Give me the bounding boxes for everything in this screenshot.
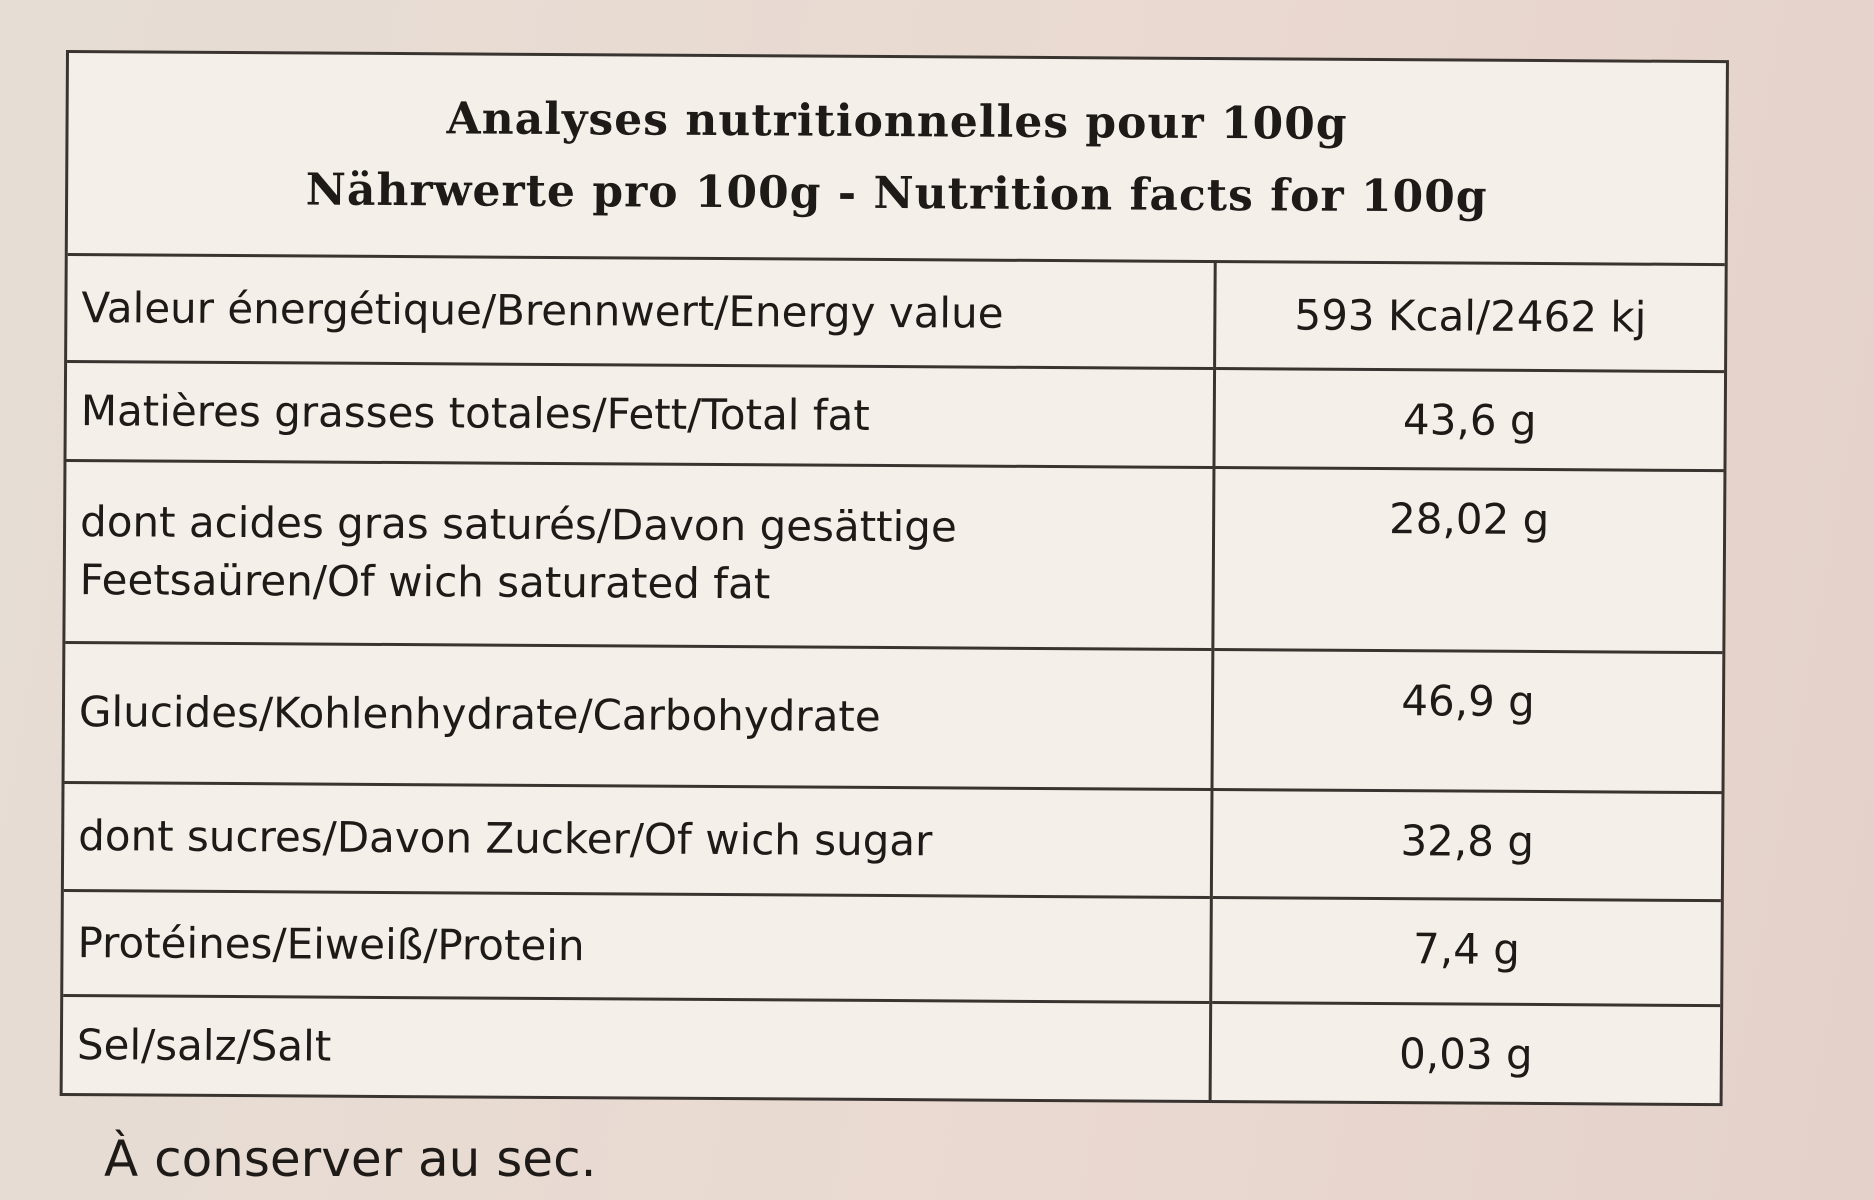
nutrient-value: 593 Kcal/2462 kj [1214,263,1725,372]
nutrition-table: Valeur énergétique/Brennwert/Energy valu… [62,256,1725,1104]
nutrient-value: 7,4 g [1210,897,1721,1006]
table-row: Sel/salz/Salt 0,03 g [62,995,1721,1104]
nutrient-name: Matières grasses totales/Fett/Total fat [66,361,1215,468]
nutrient-name: Glucides/Kohlenhydrate/Carbohydrate [64,642,1213,790]
title-line: Analyses nutritionnelles pour 100g [446,93,1348,150]
nutrient-name: Valeur énergétique/Brennwert/Energy valu… [81,282,1004,338]
storage-note: À conserver au sec. [104,1130,597,1188]
table-row: dont sucres/Davon Zucker/Of wich sugar 32… [63,782,1722,901]
nutrient-value: 46,9 g [1212,649,1723,793]
nutrient-value: 28,02 g [1212,467,1724,653]
nutrient-name: Sel/salz/Salt [62,995,1211,1101]
nutrient-name: dont sucres/Davon Zucker/Of wich sugar [63,782,1213,898]
label-header: Analyses nutritionnelles pour 100g Nährw… [67,53,1726,267]
nutrient-name: Protéines/Eiweiß/Protein [63,890,1212,1003]
table-row: Protéines/Eiweiß/Protein 7,4 g [63,890,1721,1006]
nutrient-value: 0,03 g [1210,1002,1721,1104]
nutrient-value: 32,8 g [1211,789,1722,901]
table-row: Matières grasses totales/Fett/Total fat 4… [66,361,1725,471]
nutrient-name: dont acides gras saturés/Davon gesättige… [65,460,1214,650]
table-row: Valeur énergétique/Brennwert/Energy valu… [67,256,1725,372]
title-line: Nährwerte pro 100g - Nutrition facts for… [305,164,1488,223]
table-row: Glucides/Kohlenhydrate/Carbohydrate 46,9 … [64,642,1723,793]
nutrition-label: Analyses nutritionnelles pour 100g Nährw… [59,50,1729,1107]
nutrient-value: 43,6 g [1213,368,1725,471]
table-body: Valeur énergétique/Brennwert/Energy valu… [62,256,1725,1104]
table-row: dont acides gras saturés/Davon gesättige… [65,460,1724,653]
